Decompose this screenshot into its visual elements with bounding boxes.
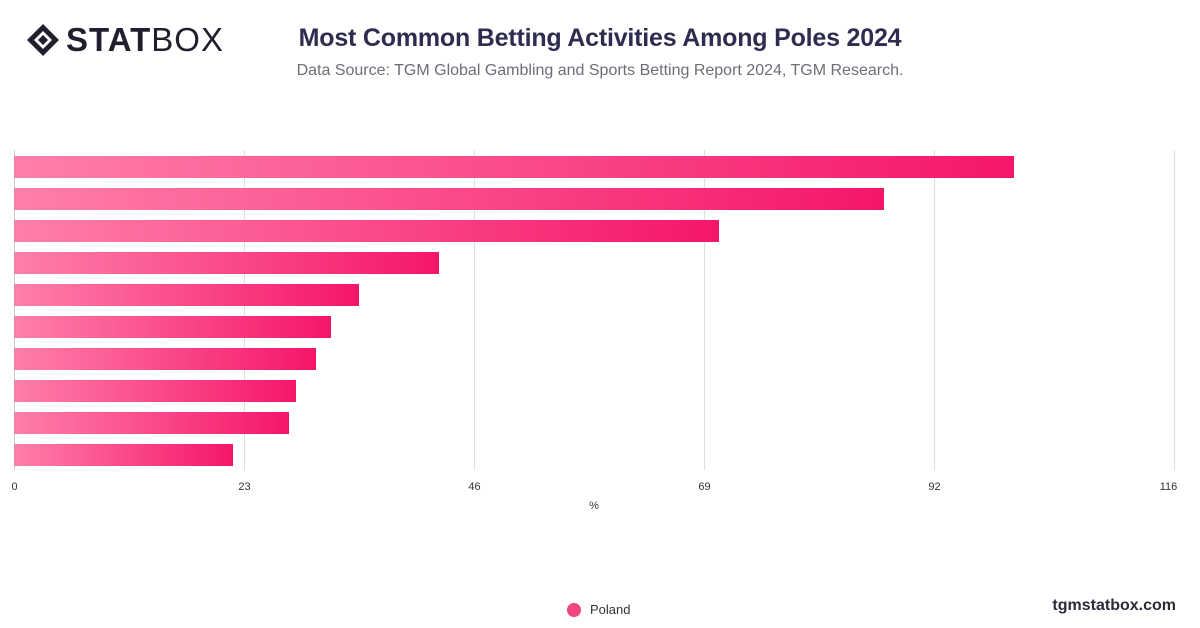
x-tick-label: 46	[468, 481, 480, 493]
legend-dot-poland	[567, 602, 581, 617]
bar-1[interactable]	[14, 156, 1014, 178]
bar-9[interactable]	[14, 412, 289, 434]
logo-wordmark-bold: STAT	[66, 21, 152, 58]
bar-7[interactable]	[14, 348, 316, 370]
chart-title: Most Common Betting Activities Among Pol…	[298, 24, 902, 52]
logo-wordmark-light: BOX	[151, 21, 224, 58]
statbox-logo: STATBOX	[26, 22, 224, 58]
bar-8[interactable]	[14, 380, 296, 402]
bar-5[interactable]	[14, 284, 359, 306]
bar-2[interactable]	[14, 188, 884, 210]
bar-4[interactable]	[14, 252, 439, 274]
statbox-diamond-icon	[27, 24, 59, 56]
legend-label-poland: Poland	[590, 602, 631, 617]
x-tick-label: 116	[1160, 481, 1178, 493]
x-tick-label: 0	[11, 481, 17, 493]
logo-wordmark: STATBOX	[66, 22, 224, 58]
bars	[14, 156, 1014, 466]
x-tick-label: 92	[928, 481, 940, 493]
bar-3[interactable]	[14, 220, 719, 242]
x-tick-label: 23	[238, 481, 250, 493]
bar-6[interactable]	[14, 316, 331, 338]
x-tick-label: 69	[698, 481, 710, 493]
legend[interactable]: Poland	[567, 602, 630, 617]
bar-10[interactable]	[14, 444, 233, 466]
chart-subtitle: Data Source: TGM Global Gambling and Spo…	[296, 62, 904, 79]
x-axis-title: %	[589, 500, 599, 512]
x-axis-ticks: 0 23 46 69 92 116	[11, 481, 1177, 493]
website-url: tgmstatbox.com	[1052, 597, 1176, 614]
